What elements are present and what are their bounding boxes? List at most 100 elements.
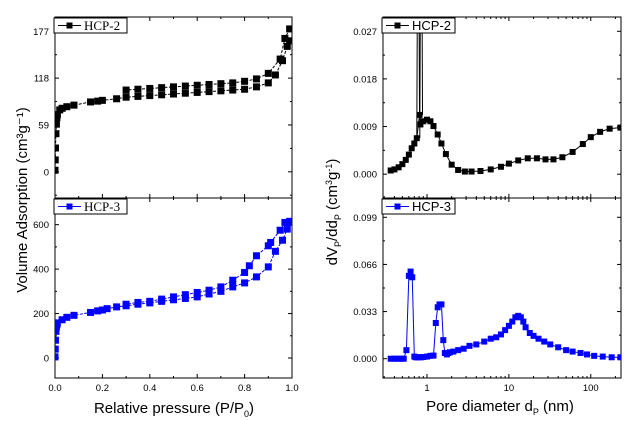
data-point [395,164,402,171]
data-point [569,148,576,155]
data-point [522,324,529,331]
data-point [434,131,441,138]
data-point [387,167,394,174]
panel-psd-hcp2: 0.000 0.009 0.018 0.027 HCP-2 [353,16,622,199]
data-point [579,141,586,148]
legend-hcp-3: HCP-3 [381,198,456,215]
y-tick-label: 177 [33,27,49,38]
data-point [122,93,130,101]
y-tick-label: 600 [33,220,49,231]
data-point [517,314,524,321]
y-tick-label: 0.009 [353,122,377,133]
y-tick-label: 0 [44,167,49,178]
data-point [403,347,410,354]
x-tick-label: 1.0 [285,383,298,394]
panel-iso-hcp3: 0 200 400 600 0.0 0.2 0.4 0.6 0.8 1.0 HCP-3 [33,197,299,394]
data-point [241,268,249,276]
data-point [617,354,621,361]
data-point [193,81,201,89]
data-point [402,156,409,163]
legend-label: HCP-2 [412,18,451,33]
data-point [146,92,154,100]
y-tick-label: 200 [33,309,49,320]
data-point [281,34,289,42]
series-line-adsorption [55,40,291,171]
data-point [87,308,95,316]
data-point [400,355,407,362]
data-point [158,84,166,92]
data-point [409,274,416,281]
data-point [113,95,121,103]
data-point [455,166,462,173]
data-point [229,283,237,291]
data-point [70,311,78,319]
data-point [55,120,60,128]
data-point [424,353,431,360]
data-point [122,86,130,94]
series-line-psd [390,270,621,360]
data-point [55,166,59,174]
legend-label: HCP-3 [412,199,451,214]
data-point [122,300,130,308]
data-point [446,349,453,356]
legend-hcp-2: HCP-2 [53,17,128,34]
data-point [98,96,106,104]
y-tick-label: 0.027 [353,27,377,38]
data-point [181,294,189,302]
data-point [252,75,260,83]
data-point [158,295,166,303]
panel-psd-hcp3: 0.000 0.033 0.066 0.099 1 10 100 HCP-3 [353,197,622,394]
x-tick-label: 0.0 [48,383,61,394]
y-tick-label: 0.000 [353,354,377,365]
data-point [509,318,516,325]
data-point [63,313,71,321]
y-tick-label: 118 [34,74,49,85]
data-point [134,85,142,93]
data-point [276,55,284,63]
data-point [466,342,473,349]
data-point [487,166,494,173]
x-tick-label: 100 [583,383,599,394]
data-point [241,279,249,287]
y-tick-label: 0.066 [353,260,377,271]
data-point [94,307,102,315]
series-line-adsorption [55,222,291,357]
data-point [217,287,225,295]
y-tick-label: 0.018 [353,74,377,85]
data-point [205,286,213,294]
data-point [394,355,401,362]
data-point [170,83,177,91]
data-point [481,338,488,345]
data-point [217,283,225,291]
data-point [205,88,213,96]
data-point [555,344,562,351]
data-point [281,218,289,226]
data-point [193,88,201,96]
data-point [170,293,177,301]
data-point [241,77,249,85]
data-point [530,332,537,339]
y-tick-label: 0 [44,354,49,365]
legend-marker [394,203,401,210]
data-point [591,352,598,359]
data-point [252,252,260,260]
data-point [55,319,61,327]
data-point [569,348,576,355]
left-x-axis-title: Relative pressure (P/P0) [94,400,254,419]
data-point [597,128,604,135]
left-y-axis-title: Volume Adsorption (cm³g⁻¹) [14,107,31,293]
data-point [420,118,427,125]
data-point [411,140,418,147]
data-point [533,155,540,162]
data-point [442,151,449,158]
y-tick-label: 59 [38,120,49,131]
data-point [427,118,434,125]
legend-box [381,198,456,215]
data-point [63,103,71,111]
data-point [55,130,60,138]
data-point [455,347,462,354]
series-group [387,268,621,362]
plot-frame [382,16,622,199]
data-point [217,80,225,88]
data-point [58,104,66,112]
